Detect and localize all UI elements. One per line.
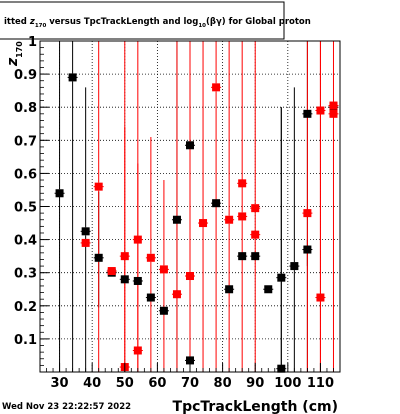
x-tick-label: 110: [307, 376, 334, 391]
timestamp: Wed Nov 23 22:22:57 2022: [2, 402, 131, 412]
data-point-red: [133, 235, 142, 244]
data-point-black: [133, 276, 142, 285]
data-point-black: [159, 306, 168, 315]
x-tick-label: 70: [181, 376, 199, 391]
data-point-red: [316, 106, 325, 115]
data-point-black: [303, 245, 312, 254]
data-point-red: [159, 265, 168, 274]
data-point-red: [303, 209, 312, 218]
data-point-red: [107, 267, 116, 276]
y-tick-labels: 0.1 0.2 0.3 0.4 0.5 0.6 0.7 0.8 0.9 1: [14, 35, 37, 348]
x-tick-label: 50: [116, 376, 134, 391]
data-point-black: [55, 189, 64, 198]
data-point-red: [251, 204, 260, 213]
data-point-red: [172, 290, 181, 299]
x-tick-label: 30: [51, 376, 69, 391]
data-point-black: [186, 356, 194, 365]
data-point-red: [94, 182, 103, 191]
x-axis-title: TpcTrackLength (cm): [173, 399, 338, 414]
data-point-black: [264, 285, 273, 294]
y-tick-label: 0.2: [14, 300, 37, 315]
data-point-red: [329, 101, 338, 110]
data-point-red: [251, 230, 260, 239]
y-tick-label: 0.3: [14, 267, 37, 282]
y-tick-label: 0.8: [14, 101, 37, 116]
y-tick-label: 0.9: [14, 68, 37, 83]
x-tick-label: 40: [83, 376, 101, 391]
data-point-red: [225, 215, 234, 224]
data-point-red: [133, 346, 142, 355]
data-point-red: [212, 83, 221, 92]
y-tick-label: 0.5: [14, 201, 37, 216]
data-point-black: [172, 215, 181, 224]
data-point-black: [251, 252, 260, 261]
data-point-black: [81, 227, 90, 236]
data-point-black: [238, 252, 247, 261]
y-tick-label: 0.4: [14, 234, 37, 249]
data-point-red: [199, 219, 208, 228]
data-point-black: [146, 293, 155, 302]
y-tick-label: 0.1: [14, 333, 37, 348]
data-point-black: [225, 285, 234, 294]
y-tick-label: 0.6: [14, 167, 37, 182]
axis-ticks: [40, 40, 341, 372]
x-tick-labels: 30 40 50 60 70 80 90 100 110: [51, 376, 334, 391]
title-box: itted z170 versus TpcTrackLength and log…: [0, 1, 311, 40]
data-point-black: [212, 199, 221, 208]
data-point-red: [81, 238, 90, 247]
x-tick-label: 80: [214, 376, 232, 391]
x-tick-label: 100: [274, 376, 301, 391]
data-point-black: [186, 141, 194, 150]
chart-title: itted z170 versus TpcTrackLength and log…: [4, 17, 311, 29]
data-point-black: [120, 275, 129, 284]
x-tick-label: 60: [148, 376, 166, 391]
data-point-red: [238, 212, 247, 221]
data-point-black: [68, 73, 77, 82]
data-point-red: [238, 179, 247, 188]
data-points: [55, 73, 338, 373]
data-point-black: [290, 262, 299, 271]
data-point-red: [186, 272, 194, 281]
data-point-red: [329, 109, 338, 118]
data-point-black: [94, 253, 103, 262]
data-point-red: [316, 293, 325, 302]
data-point-black: [303, 109, 312, 118]
data-point-black: [277, 273, 286, 282]
data-point-red: [120, 252, 129, 261]
x-tick-label: 90: [246, 376, 264, 391]
data-point-red: [146, 253, 155, 262]
y-tick-label: 1: [28, 35, 37, 50]
y-tick-label: 0.7: [14, 134, 37, 149]
y-axis-title: z170: [5, 41, 24, 67]
